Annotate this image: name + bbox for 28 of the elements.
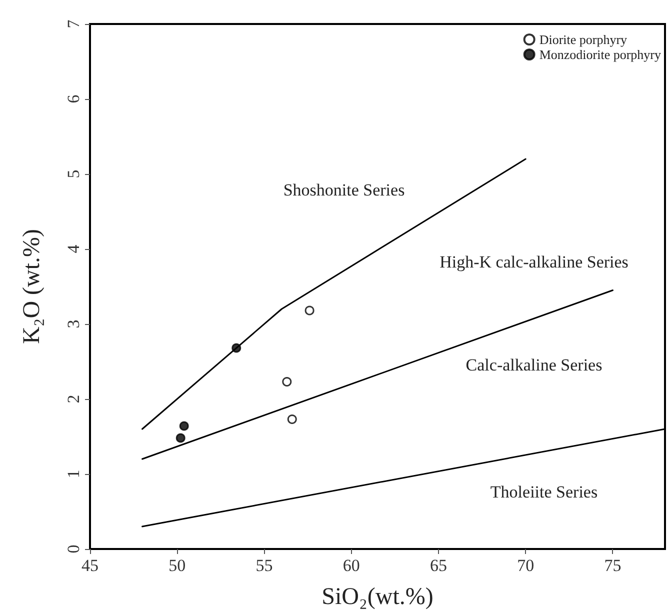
y-tick-label: 5 bbox=[64, 170, 83, 178]
y-tick-label: 0 bbox=[64, 544, 83, 554]
point bbox=[176, 433, 186, 443]
x-tick-label: 75 bbox=[604, 556, 622, 575]
annotation: High-K calc-alkaline Series bbox=[440, 252, 628, 272]
point bbox=[179, 421, 189, 431]
legend-label: Monzodiorite porphyry bbox=[539, 47, 662, 62]
y-tick-label: 1 bbox=[64, 470, 83, 478]
annotation: Calc-alkaline Series bbox=[466, 356, 602, 374]
point bbox=[282, 377, 292, 386]
x-tick-label: 45 bbox=[82, 556, 98, 575]
y-tick-label: 3 bbox=[64, 320, 83, 328]
legend-label: Diorite porphyry bbox=[539, 32, 628, 47]
annotation: Shoshonite Series bbox=[283, 180, 405, 200]
y-axis-title: K₂O (wt.%) bbox=[19, 228, 45, 344]
x-tick-label: 65 bbox=[430, 556, 447, 575]
y-tick-label: 4 bbox=[64, 244, 83, 254]
x-tick-label: 70 bbox=[517, 556, 534, 575]
y-tick-label: 6 bbox=[64, 94, 83, 104]
x-tick-label: 60 bbox=[342, 556, 360, 575]
x-tick-label: 50 bbox=[168, 556, 186, 575]
x-tick-label: 55 bbox=[256, 556, 273, 575]
y-tick-label: 2 bbox=[64, 394, 83, 404]
x-axis-title: SiO₂(wt.%) bbox=[322, 584, 434, 610]
point bbox=[304, 306, 314, 316]
annotation: Tholeiite Series bbox=[490, 482, 598, 502]
y-tick-label: 7 bbox=[64, 19, 83, 28]
point bbox=[287, 414, 297, 424]
